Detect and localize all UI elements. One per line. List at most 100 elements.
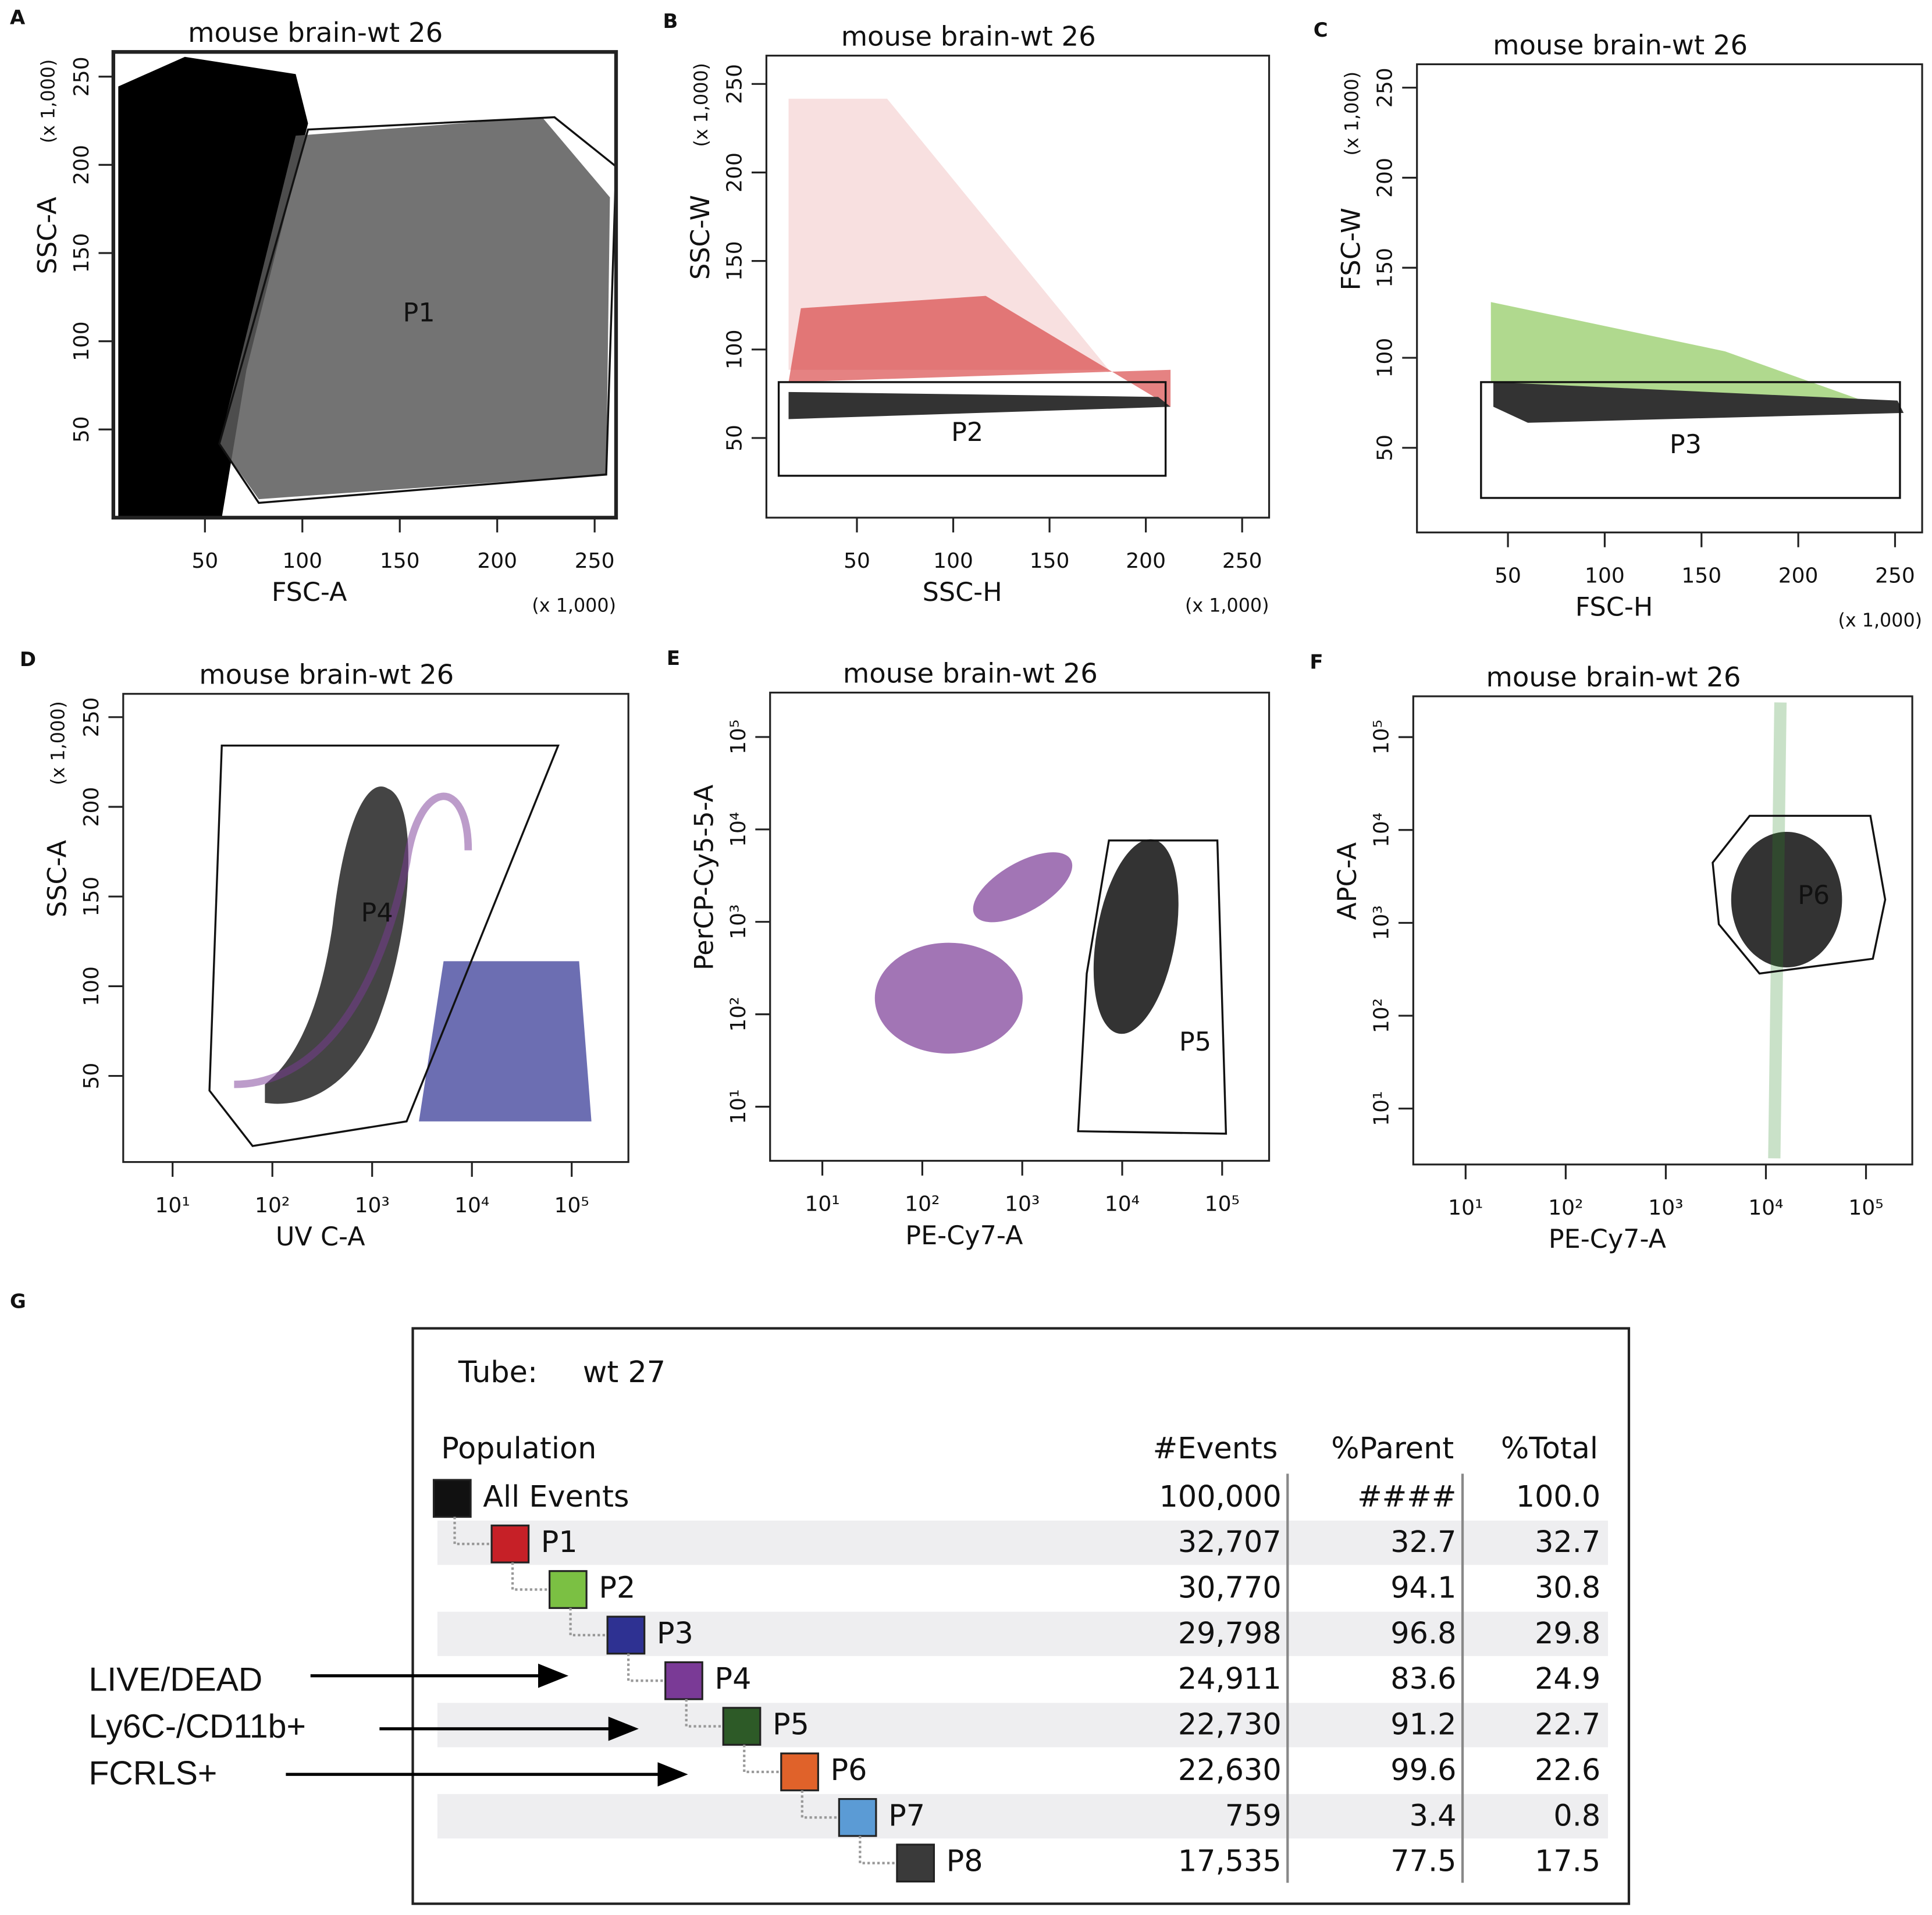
total-pct: 100.0 bbox=[1516, 1479, 1601, 1514]
x-tick-label: 50 bbox=[1495, 564, 1521, 588]
plot-frame bbox=[1412, 695, 1913, 1166]
gate-label: P4 bbox=[361, 898, 393, 928]
x-tick-label: 10³ bbox=[1648, 1196, 1683, 1220]
y-tick-label: 10¹ bbox=[1369, 1091, 1393, 1126]
x-tick-label: 100 bbox=[282, 549, 322, 573]
swatch bbox=[606, 1615, 646, 1655]
y-tick-label: 200 bbox=[70, 145, 94, 185]
x-axis-label: FSC-A bbox=[272, 578, 347, 607]
y-tick-label: 50 bbox=[80, 1063, 104, 1090]
swatch bbox=[549, 1570, 588, 1609]
tree-connector bbox=[800, 1790, 839, 1819]
tube-name: wt 27 bbox=[583, 1355, 666, 1389]
y-tick-label: 150 bbox=[80, 877, 104, 917]
gate-label: P5 bbox=[1179, 1027, 1211, 1057]
plot-frame bbox=[122, 693, 629, 1163]
x-tick-label: 10⁴ bbox=[454, 1194, 489, 1218]
y-tick-label: 250 bbox=[1374, 67, 1397, 108]
total-pct: 30.8 bbox=[1535, 1571, 1600, 1605]
parent-pct: 32.7 bbox=[1390, 1525, 1456, 1559]
y-tick-label: 50 bbox=[1374, 435, 1397, 461]
panel-label: D bbox=[20, 648, 36, 671]
header: %Parent bbox=[1331, 1431, 1454, 1465]
panel-label: F bbox=[1310, 650, 1323, 673]
population: P4 bbox=[714, 1661, 751, 1696]
table-frame bbox=[411, 1327, 1631, 1905]
x-axis-label: FSC-H bbox=[1575, 593, 1653, 622]
y-tick-label: 10² bbox=[1369, 998, 1393, 1033]
y-tick-label: 10⁵ bbox=[727, 720, 750, 754]
tube-label: Tube: bbox=[458, 1355, 538, 1389]
x-axis-label: UV C-A bbox=[276, 1222, 365, 1252]
y-tick-label: 100 bbox=[723, 329, 746, 369]
annotation: FCRLS+ bbox=[88, 1754, 217, 1792]
tree-connector bbox=[859, 1836, 897, 1864]
header: %Total bbox=[1501, 1431, 1598, 1465]
y-scale-note: (x 1,000) bbox=[38, 59, 59, 144]
x-tick-label: 50 bbox=[844, 549, 870, 573]
annotation: LIVE/DEAD bbox=[88, 1661, 262, 1698]
y-tick-label: 10² bbox=[727, 996, 750, 1031]
y-tick-label: 100 bbox=[80, 966, 104, 1006]
chart-title: mouse brain-wt 26 bbox=[1493, 29, 1748, 60]
parent-pct: 91.2 bbox=[1390, 1707, 1456, 1742]
x-tick-label: 10² bbox=[1548, 1196, 1583, 1220]
x-tick-label: 200 bbox=[1126, 549, 1166, 573]
x-tick-label: 10¹ bbox=[805, 1193, 839, 1216]
y-axis-label: FSC-W bbox=[1337, 208, 1367, 290]
x-tick-label: 10¹ bbox=[1448, 1196, 1483, 1220]
x-tick-label: 200 bbox=[477, 549, 517, 573]
total-pct: 22.7 bbox=[1535, 1707, 1600, 1742]
events: 22,730 bbox=[1178, 1707, 1282, 1742]
y-axis-label: APC-A bbox=[1333, 842, 1362, 920]
y-tick-label: 50 bbox=[723, 425, 746, 451]
swatch bbox=[722, 1707, 762, 1746]
tree-connector bbox=[685, 1699, 724, 1728]
panel-label: A bbox=[10, 6, 26, 29]
tree-connector bbox=[453, 1517, 492, 1546]
total-pct: 0.8 bbox=[1553, 1798, 1600, 1832]
y-axis-label: SSC-A bbox=[33, 197, 63, 275]
x-tick-label: 10⁵ bbox=[1848, 1196, 1883, 1220]
x-tick-label: 250 bbox=[1875, 564, 1915, 588]
population: P7 bbox=[888, 1798, 925, 1832]
x-tick-label: 200 bbox=[1778, 564, 1819, 588]
x-tick-label: 10² bbox=[255, 1194, 290, 1218]
events: 30,770 bbox=[1178, 1571, 1282, 1605]
population: All Events bbox=[483, 1479, 629, 1514]
x-scale-note: (x 1,000) bbox=[1185, 595, 1269, 616]
header: #Events bbox=[1153, 1431, 1278, 1465]
x-axis-label: PE-Cy7-A bbox=[905, 1221, 1023, 1251]
y-axis-label: SSC-A bbox=[43, 839, 73, 917]
tree-connector bbox=[511, 1562, 550, 1591]
parent-pct: 3.4 bbox=[1410, 1798, 1457, 1832]
y-tick-label: 10³ bbox=[727, 905, 750, 939]
x-tick-label: 150 bbox=[1681, 564, 1721, 588]
y-tick-label: 10⁴ bbox=[727, 812, 750, 847]
x-tick-label: 250 bbox=[575, 549, 615, 573]
arrows bbox=[286, 1663, 688, 1787]
y-tick-label: 200 bbox=[723, 152, 746, 193]
population: P1 bbox=[541, 1525, 578, 1559]
x-tick-label: 10³ bbox=[1005, 1193, 1040, 1216]
plot-frame bbox=[111, 50, 618, 520]
x-tick-label: 150 bbox=[380, 549, 420, 573]
chart-title: mouse brain-wt 26 bbox=[188, 17, 443, 48]
x-axis-label: PE-Cy7-A bbox=[1549, 1225, 1667, 1254]
total-pct: 22.6 bbox=[1535, 1753, 1600, 1787]
tree-connector bbox=[743, 1745, 781, 1774]
gate-label: P6 bbox=[1798, 881, 1830, 910]
swatch bbox=[664, 1661, 703, 1700]
swatch bbox=[896, 1843, 935, 1883]
x-tick-label: 10³ bbox=[355, 1194, 390, 1218]
x-tick-label: 10⁴ bbox=[1748, 1196, 1783, 1220]
tree-connector bbox=[627, 1653, 666, 1682]
y-tick-label: 10⁴ bbox=[1369, 813, 1393, 848]
x-tick-label: 10² bbox=[905, 1193, 940, 1216]
y-tick-label: 150 bbox=[1374, 248, 1397, 288]
parent-pct: 83.6 bbox=[1390, 1661, 1456, 1696]
events: 29,798 bbox=[1178, 1616, 1282, 1650]
population: P3 bbox=[657, 1616, 693, 1650]
gate-label: P3 bbox=[1670, 430, 1702, 460]
swatch bbox=[838, 1797, 877, 1837]
